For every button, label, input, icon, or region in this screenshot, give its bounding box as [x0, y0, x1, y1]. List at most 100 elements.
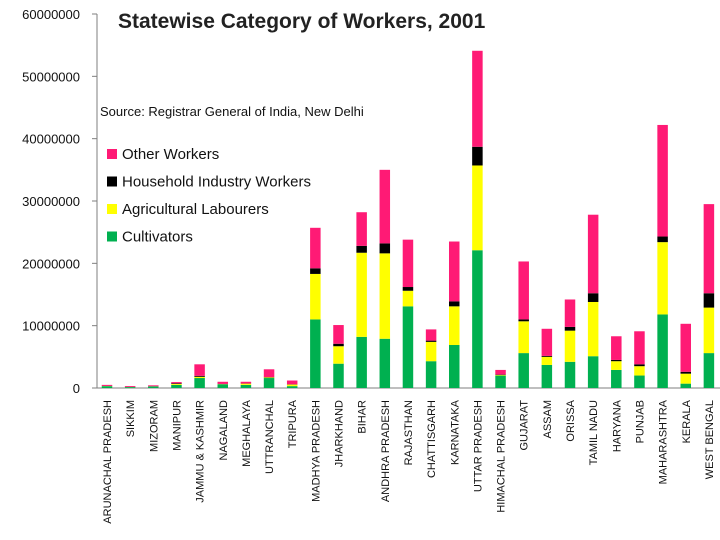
bar-segment — [356, 336, 367, 388]
category-label: CHATTISGARH — [426, 400, 438, 478]
category-label: BIHAR — [357, 400, 369, 434]
category-label: TRIPURA — [287, 399, 299, 448]
bar-segment — [148, 386, 159, 388]
bar-segment — [356, 252, 367, 337]
bar-segment — [634, 375, 645, 388]
bar-segment — [402, 306, 414, 388]
bar-segment — [194, 378, 205, 388]
category-label: MANIPUR — [171, 400, 183, 451]
y-tick-label: 10000000 — [22, 319, 80, 334]
bar-segment — [657, 124, 668, 237]
bar-segment — [402, 290, 414, 307]
bar-segment — [425, 340, 437, 342]
bar-segment — [194, 375, 205, 377]
bar-segment — [171, 383, 182, 385]
category-label: ARUNACHAL PRADESH — [102, 400, 114, 524]
bar-segment — [101, 384, 113, 386]
legend: Other Workers Household Industry Workers A… — [107, 146, 311, 246]
bar-segment — [472, 165, 483, 251]
category-label: GUJARAT — [519, 400, 531, 451]
bar-segment — [402, 287, 414, 291]
bar-segment — [356, 212, 367, 246]
bar-segment — [286, 386, 298, 388]
bar-segment — [703, 307, 715, 354]
category-label: JAMMU & KASHMIR — [195, 400, 207, 503]
bar-segment — [518, 353, 529, 388]
bar-segment — [518, 321, 529, 354]
bar-segment — [379, 169, 391, 244]
y-tick-label: 40000000 — [22, 132, 80, 147]
category-label: UTTRANCHAL — [264, 400, 276, 474]
category-label: NAGALAND — [218, 400, 230, 461]
bar-segment — [703, 353, 715, 388]
bar-segment — [124, 387, 136, 388]
category-label: KERALA — [681, 399, 693, 443]
category-label: SIKKIM — [125, 400, 137, 437]
bar-segment — [541, 355, 553, 357]
bar-segment — [657, 236, 668, 243]
bar-segment — [402, 239, 414, 288]
bar-segment — [194, 364, 205, 376]
bar-segment — [703, 293, 715, 308]
bar-segment — [124, 386, 136, 387]
bar-segment — [449, 306, 460, 345]
legend-swatch — [107, 204, 117, 214]
bar-segment — [541, 328, 553, 356]
category-label: ANDHRA PRADESH — [380, 400, 392, 502]
bar-segment — [541, 364, 553, 388]
bar-segment — [449, 301, 460, 307]
bar-segment — [611, 361, 622, 370]
bar-segment — [680, 371, 691, 374]
bar-segment — [587, 293, 599, 302]
bar-segment — [310, 319, 321, 388]
bar-segment — [171, 382, 182, 384]
bar-segment — [634, 331, 645, 365]
bar-segment — [217, 381, 228, 384]
category-label: TAMIL NADU — [588, 400, 600, 465]
bar-segment — [449, 241, 460, 302]
bar-segment — [564, 361, 576, 388]
bar-segment — [611, 369, 622, 388]
bar-segment — [379, 338, 391, 388]
bar-segment — [263, 369, 275, 378]
bar-segment — [425, 361, 437, 388]
category-label: MAHARASHTRA — [658, 399, 670, 484]
bar-segment — [379, 253, 391, 339]
bar-segment — [587, 214, 599, 294]
legend-label: Other Workers — [122, 146, 219, 163]
bar-segment — [217, 384, 228, 388]
legend-label: Household Industry Workers — [122, 174, 311, 191]
bar-segment — [634, 366, 645, 376]
bar-segment — [333, 343, 344, 347]
bar-segment — [564, 330, 576, 362]
bar-segment — [657, 314, 668, 388]
bar-segment — [611, 336, 622, 360]
bar-segment — [680, 373, 691, 384]
bar-segment — [333, 346, 344, 364]
category-label: WEST BENGAL — [704, 400, 716, 479]
category-label: MADHYA PRADESH — [310, 400, 322, 502]
bar-segment — [587, 356, 599, 388]
bar-segment — [333, 325, 344, 344]
bar-segment — [263, 377, 275, 379]
category-label: ASSAM — [542, 400, 554, 439]
bar-segment — [472, 250, 483, 388]
bar-segment — [495, 369, 506, 375]
category-label: PUNJAB — [634, 400, 646, 443]
bar-segment — [263, 378, 275, 388]
y-tick-label: 50000000 — [22, 69, 80, 84]
legend-swatch — [107, 231, 117, 242]
bar-segment — [379, 243, 391, 254]
bar-segment — [425, 329, 437, 341]
bar-segment — [518, 261, 529, 320]
legend-swatch — [107, 149, 117, 159]
bar-segment — [333, 363, 344, 388]
legend-swatch — [107, 176, 117, 187]
bar-segment — [101, 386, 113, 388]
bar-segment — [425, 341, 437, 362]
bar-segment — [657, 242, 668, 315]
bar-segment — [472, 50, 483, 147]
bar-segment — [310, 273, 321, 320]
